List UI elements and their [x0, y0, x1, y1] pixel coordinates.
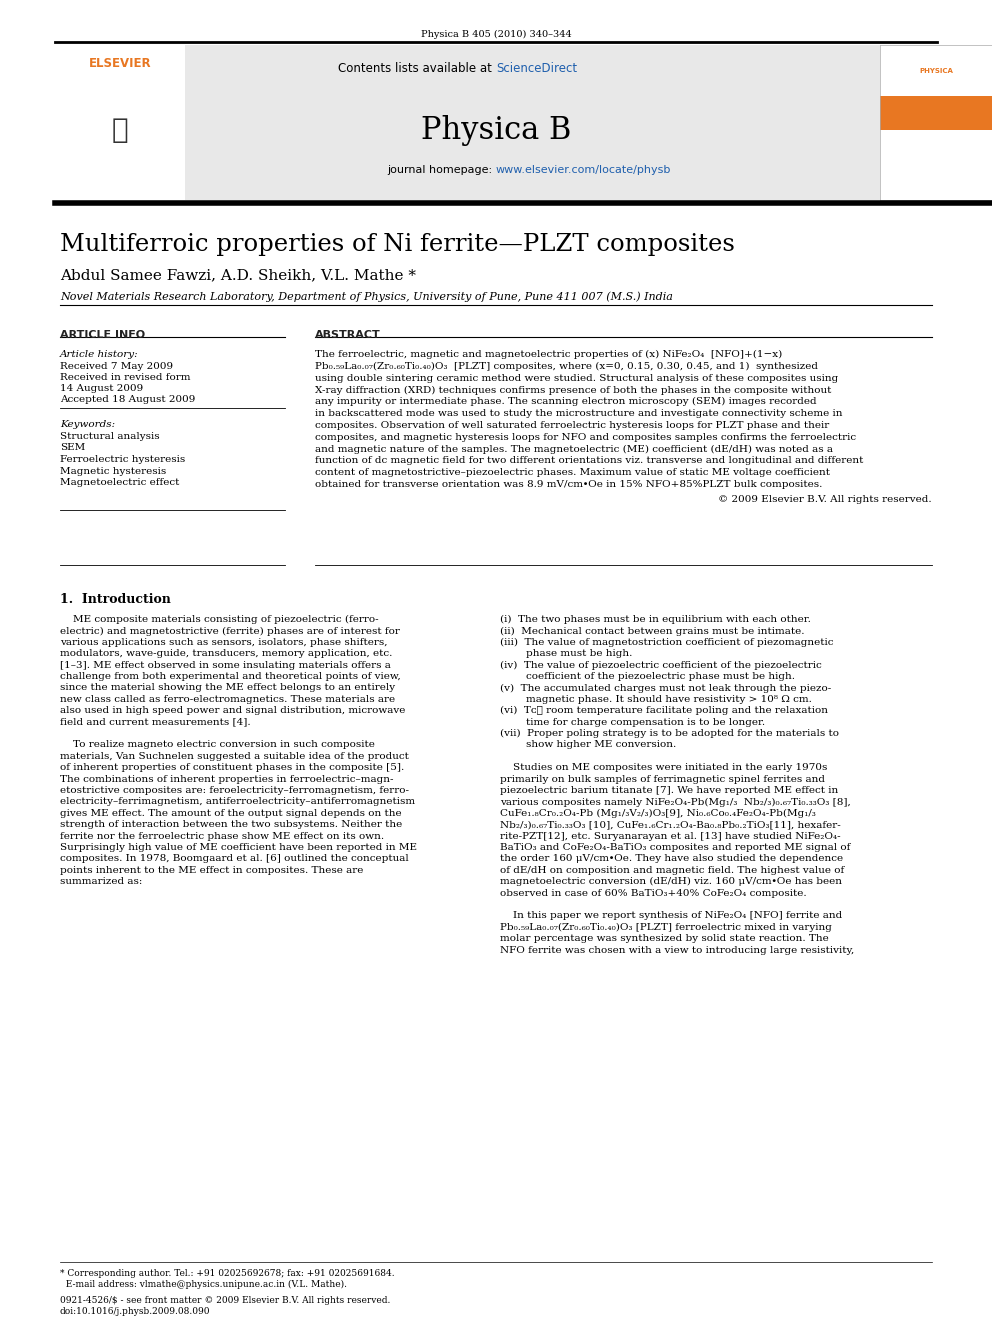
Text: modulators, wave-guide, transducers, memory application, etc.: modulators, wave-guide, transducers, mem…: [60, 650, 393, 659]
Text: In this paper we report synthesis of NiFe₂O₄ [NFO] ferrite and: In this paper we report synthesis of NiF…: [500, 912, 842, 921]
Text: composites. Observation of well saturated ferroelectric hysteresis loops for PLZ: composites. Observation of well saturate…: [315, 421, 829, 430]
Text: 14 August 2009: 14 August 2009: [60, 384, 143, 393]
Text: coefficient of the piezoelectric phase must be high.: coefficient of the piezoelectric phase m…: [500, 672, 795, 681]
Text: molar percentage was synthesized by solid state reaction. The: molar percentage was synthesized by soli…: [500, 934, 828, 943]
Text: Novel Materials Research Laboratory, Department of Physics, University of Pune, : Novel Materials Research Laboratory, Dep…: [60, 291, 673, 302]
Text: [1–3]. ME effect observed in some insulating materials offers a: [1–3]. ME effect observed in some insula…: [60, 660, 391, 669]
Text: (v)  The accumulated charges must not leak through the piezo-: (v) The accumulated charges must not lea…: [500, 684, 831, 692]
Text: www.elsevier.com/locate/physb: www.elsevier.com/locate/physb: [496, 165, 672, 175]
Text: PHYSICA: PHYSICA: [919, 69, 953, 74]
Text: the order 160 μV/cm∙Oe. They have also studied the dependence: the order 160 μV/cm∙Oe. They have also s…: [500, 855, 843, 864]
Text: show higher ME conversion.: show higher ME conversion.: [500, 741, 677, 749]
Text: journal homepage:: journal homepage:: [387, 165, 496, 175]
Text: E-mail address: vlmathe@physics.unipune.ac.in (V.L. Mathe).: E-mail address: vlmathe@physics.unipune.…: [60, 1279, 347, 1289]
Text: Ferroelectric hysteresis: Ferroelectric hysteresis: [60, 455, 186, 464]
Text: The combinations of inherent properties in ferroelectric–magn-: The combinations of inherent properties …: [60, 774, 394, 783]
Text: observed in case of 60% BaTiO₃+40% CoFe₂O₄ composite.: observed in case of 60% BaTiO₃+40% CoFe₂…: [500, 889, 806, 897]
Text: ferrite nor the ferroelectric phase show ME effect on its own.: ferrite nor the ferroelectric phase show…: [60, 832, 384, 840]
Text: (i)  The two phases must be in equilibrium with each other.: (i) The two phases must be in equilibriu…: [500, 615, 810, 624]
Text: Nb₂/₃)₀.₆₇Ti₀.₃₃O₃ [10], CuFe₁.₆Cr₁.₂O₄-Ba₀.₈Pb₀.₂TiO₃[11], hexafer-: Nb₂/₃)₀.₆₇Ti₀.₃₃O₃ [10], CuFe₁.₆Cr₁.₂O₄-…: [500, 820, 841, 830]
Text: Keywords:: Keywords:: [60, 419, 115, 429]
Text: using double sintering ceramic method were studied. Structural analysis of these: using double sintering ceramic method we…: [315, 373, 838, 382]
Text: © 2009 Elsevier B.V. All rights reserved.: © 2009 Elsevier B.V. All rights reserved…: [718, 495, 932, 504]
Text: various applications such as sensors, isolators, phase shifters,: various applications such as sensors, is…: [60, 638, 388, 647]
Text: ScienceDirect: ScienceDirect: [496, 62, 577, 75]
Text: of inherent properties of constituent phases in the composite [5].: of inherent properties of constituent ph…: [60, 763, 405, 773]
Text: function of dc magnetic field for two different orientations viz. transverse and: function of dc magnetic field for two di…: [315, 456, 863, 466]
Text: content of magnetostrictive–piezoelectric phases. Maximum value of static ME vol: content of magnetostrictive–piezoelectri…: [315, 468, 830, 478]
Text: Multiferroic properties of Ni ferrite—PLZT composites: Multiferroic properties of Ni ferrite—PL…: [60, 233, 735, 255]
Text: since the material showing the ME effect belongs to an entirely: since the material showing the ME effect…: [60, 684, 395, 692]
Text: summarized as:: summarized as:: [60, 877, 143, 886]
Text: of dE/dH on composition and magnetic field. The highest value of: of dE/dH on composition and magnetic fie…: [500, 865, 844, 875]
Text: magnetoelectric conversion (dE/dH) viz. 160 μV/cm∙Oe has been: magnetoelectric conversion (dE/dH) viz. …: [500, 877, 842, 886]
Text: Magnetoelectric effect: Magnetoelectric effect: [60, 478, 180, 487]
Text: obtained for transverse orientation was 8.9 mV/cm∙Oe in 15% NFO+85%PLZT bulk com: obtained for transverse orientation was …: [315, 480, 822, 488]
Text: Physica B: Physica B: [421, 115, 571, 146]
Text: * Corresponding author. Tel.: +91 02025692678; fax: +91 02025691684.: * Corresponding author. Tel.: +91 020256…: [60, 1269, 395, 1278]
Text: Contents lists available at: Contents lists available at: [338, 62, 496, 75]
Text: Structural analysis: Structural analysis: [60, 433, 160, 441]
Text: electric) and magnetostrictive (ferrite) phases are of interest for: electric) and magnetostrictive (ferrite)…: [60, 626, 400, 635]
Text: magnetic phase. It should have resistivity > 10⁸ Ω cm.: magnetic phase. It should have resistivi…: [500, 695, 811, 704]
Text: CuFe₁.₈Cr₀.₂O₄-Pb (Mg₁/₃V₂/₃)O₃[9], Ni₀.₆Co₀.₄Fe₂O₄-Pb(Mg₁/₃: CuFe₁.₈Cr₀.₂O₄-Pb (Mg₁/₃V₂/₃)O₃[9], Ni₀.…: [500, 808, 815, 818]
Text: (ii)  Mechanical contact between grains must be intimate.: (ii) Mechanical contact between grains m…: [500, 626, 805, 635]
Text: ABSTRACT: ABSTRACT: [315, 329, 381, 340]
Text: BaTiO₃ and CoFe₂O₄-BaTiO₃ composites and reported ME signal of: BaTiO₃ and CoFe₂O₄-BaTiO₃ composites and…: [500, 843, 850, 852]
Text: field and current measurements [4].: field and current measurements [4].: [60, 717, 251, 726]
Text: (vii)  Proper poling strategy is to be adopted for the materials to: (vii) Proper poling strategy is to be ad…: [500, 729, 839, 738]
Text: ARTICLE INFO: ARTICLE INFO: [60, 329, 145, 340]
Text: X-ray diffraction (XRD) techniques confirms presence of both the phases in the c: X-ray diffraction (XRD) techniques confi…: [315, 385, 831, 394]
Text: 1.  Introduction: 1. Introduction: [60, 593, 171, 606]
Text: Studies on ME composites were initiated in the early 1970s: Studies on ME composites were initiated …: [500, 763, 827, 773]
Text: The ferroelectric, magnetic and magnetoelectric properties of (x) NiFe₂O₄  [NFO]: The ferroelectric, magnetic and magnetoe…: [315, 351, 783, 359]
Text: Pb₀.₅₉La₀.₀₇(Zr₀.₆₀Ti₀.₄₀)O₃ [PLZT] ferroelectric mixed in varying: Pb₀.₅₉La₀.₀₇(Zr₀.₆₀Ti₀.₄₀)O₃ [PLZT] ferr…: [500, 923, 832, 931]
Text: and magnetic nature of the samples. The magnetoelectric (ME) coefficient (dE/dH): and magnetic nature of the samples. The …: [315, 445, 833, 454]
Text: Abdul Samee Fawzi, A.D. Sheikh, V.L. Mathe *: Abdul Samee Fawzi, A.D. Sheikh, V.L. Mat…: [60, 269, 416, 282]
Text: also used in high speed power and signal distribution, microwave: also used in high speed power and signal…: [60, 706, 406, 716]
Text: piezoelectric barium titanate [7]. We have reported ME effect in: piezoelectric barium titanate [7]. We ha…: [500, 786, 838, 795]
Text: new class called as ferro-electromagnetics. These materials are: new class called as ferro-electromagneti…: [60, 695, 395, 704]
Text: primarily on bulk samples of ferrimagnetic spinel ferrites and: primarily on bulk samples of ferrimagnet…: [500, 774, 825, 783]
Text: rite-PZT[12], etc. Suryanarayan et al. [13] have studied NiFe₂O₄-: rite-PZT[12], etc. Suryanarayan et al. […: [500, 832, 840, 840]
Text: Surprisingly high value of ME coefficient have been reported in ME: Surprisingly high value of ME coefficien…: [60, 843, 417, 852]
Text: B: B: [912, 99, 927, 118]
Text: (iv)  The value of piezoelectric coefficient of the piezoelectric: (iv) The value of piezoelectric coeffici…: [500, 660, 821, 669]
Text: various composites namely NiFe₂O₄-Pb(Mg₁/₃  Nb₂/₃)₀.₆₇Ti₀.₃₃O₃ [8],: various composites namely NiFe₂O₄-Pb(Mg₁…: [500, 798, 851, 807]
Text: materials, Van Suchnelen suggested a suitable idea of the product: materials, Van Suchnelen suggested a sui…: [60, 751, 409, 761]
Text: (iii)  The value of magnetostriction coefficient of piezomagnetic: (iii) The value of magnetostriction coef…: [500, 638, 833, 647]
Text: etostrictive composites are: feroelectricity–ferromagnetism, ferro-: etostrictive composites are: feroelectri…: [60, 786, 409, 795]
Text: composites, and magnetic hysteresis loops for NFO and composites samples confirm: composites, and magnetic hysteresis loop…: [315, 433, 856, 442]
Text: time for charge compensation is to be longer.: time for charge compensation is to be lo…: [500, 717, 765, 726]
Text: Received 7 May 2009: Received 7 May 2009: [60, 363, 174, 370]
Text: any impurity or intermediate phase. The scanning electron microscopy (SEM) image: any impurity or intermediate phase. The …: [315, 397, 816, 406]
Text: phase must be high.: phase must be high.: [500, 650, 632, 659]
Text: Received in revised form: Received in revised form: [60, 373, 190, 382]
Text: electricity–ferrimagnetism, antiferroelectricity–antiferromagnetism: electricity–ferrimagnetism, antiferroele…: [60, 798, 415, 807]
Text: doi:10.1016/j.physb.2009.08.090: doi:10.1016/j.physb.2009.08.090: [60, 1307, 210, 1316]
Text: points inherent to the ME effect in composites. These are: points inherent to the ME effect in comp…: [60, 865, 363, 875]
Text: 0921-4526/$ - see front matter © 2009 Elsevier B.V. All rights reserved.: 0921-4526/$ - see front matter © 2009 El…: [60, 1297, 391, 1304]
Text: To realize magneto electric conversion in such composite: To realize magneto electric conversion i…: [60, 741, 375, 749]
Text: gives ME effect. The amount of the output signal depends on the: gives ME effect. The amount of the outpu…: [60, 808, 402, 818]
Text: composites. In 1978, Boomgaard et al. [6] outlined the conceptual: composites. In 1978, Boomgaard et al. [6…: [60, 855, 409, 864]
Text: strength of interaction between the two subsystems. Neither the: strength of interaction between the two …: [60, 820, 402, 830]
Text: ELSEVIER: ELSEVIER: [88, 57, 152, 70]
Bar: [880, 97, 992, 130]
Text: Accepted 18 August 2009: Accepted 18 August 2009: [60, 396, 195, 404]
Text: 🌳: 🌳: [112, 116, 128, 144]
Text: NFO ferrite was chosen with a view to introducing large resistivity,: NFO ferrite was chosen with a view to in…: [500, 946, 854, 955]
Text: Magnetic hysteresis: Magnetic hysteresis: [60, 467, 167, 475]
Text: challenge from both experimental and theoretical points of view,: challenge from both experimental and the…: [60, 672, 401, 681]
Text: ME composite materials consisting of piezoelectric (ferro-: ME composite materials consisting of pie…: [60, 615, 379, 624]
Text: SEM: SEM: [60, 443, 85, 452]
Text: Physica B 405 (2010) 340–344: Physica B 405 (2010) 340–344: [421, 30, 571, 40]
Text: Article history:: Article history:: [60, 351, 139, 359]
Text: (vi)  Tᴄ≫ room temperature facilitate poling and the relaxation: (vi) Tᴄ≫ room temperature facilitate pol…: [500, 706, 828, 716]
Text: in backscattered mode was used to study the microstructure and investigate conne: in backscattered mode was used to study …: [315, 409, 842, 418]
Text: Pb₀.₅₉La₀.₀₇(Zr₀.₆₀Ti₀.₄₀)O₃  [PLZT] composites, where (x=0, 0.15, 0.30, 0.45, a: Pb₀.₅₉La₀.₀₇(Zr₀.₆₀Ti₀.₄₀)O₃ [PLZT] comp…: [315, 361, 818, 370]
